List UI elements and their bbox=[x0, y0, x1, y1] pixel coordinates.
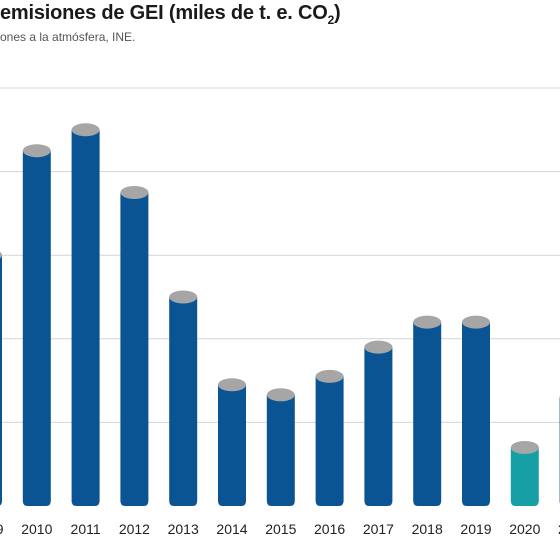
title-subscript: 2 bbox=[327, 13, 335, 27]
x-tick-label-2020: 2020 bbox=[509, 521, 540, 537]
x-tick-label-2021: 2021 bbox=[558, 521, 560, 537]
x-tick-label-2015: 2015 bbox=[265, 521, 296, 537]
bar-cap bbox=[218, 378, 246, 392]
bar-cap bbox=[364, 340, 393, 354]
bar-body bbox=[462, 322, 490, 506]
bar-2012 bbox=[120, 186, 149, 506]
bar-body bbox=[218, 384, 246, 506]
bar-2014 bbox=[218, 378, 246, 506]
bar-body bbox=[169, 297, 198, 506]
bar-cap bbox=[22, 144, 51, 158]
bar-body bbox=[364, 347, 393, 506]
title-close: ) bbox=[334, 2, 341, 24]
bar-2013 bbox=[169, 290, 198, 506]
bar-2016 bbox=[315, 369, 344, 506]
bar-2010 bbox=[22, 144, 51, 506]
x-tick-label-2014: 2014 bbox=[216, 521, 247, 537]
x-tick-label-2009: 2009 bbox=[0, 521, 4, 537]
bar-body bbox=[266, 394, 295, 506]
bars bbox=[0, 123, 560, 507]
bar-2009 bbox=[0, 251, 2, 506]
bar-cap bbox=[510, 440, 539, 454]
x-tick-label-2019: 2019 bbox=[460, 521, 491, 537]
bar-2017 bbox=[364, 340, 393, 506]
bar-2018 bbox=[413, 315, 442, 506]
bar-body bbox=[22, 150, 51, 506]
bar-cap bbox=[462, 315, 490, 329]
bar-cap bbox=[266, 388, 295, 402]
bar-body bbox=[0, 255, 2, 506]
bar-cap bbox=[169, 290, 198, 304]
x-tick-label-2018: 2018 bbox=[412, 521, 443, 537]
x-tick-label-2016: 2016 bbox=[314, 521, 345, 537]
title-main: emisiones de GEI (miles de t. e. CO bbox=[0, 2, 328, 24]
bar-body bbox=[71, 129, 100, 507]
bar-body bbox=[120, 192, 149, 506]
x-axis-labels: 2009 2010 2011 2012 2013 2014 2015 2016 2017 2018… bbox=[0, 521, 560, 537]
bar-cap bbox=[315, 369, 344, 383]
bar-body bbox=[510, 447, 539, 506]
chart-title: emisiones de GEI (miles de t. e. CO2) bbox=[0, 0, 341, 26]
x-tick-label-2013: 2013 bbox=[168, 521, 199, 537]
bar-cap bbox=[413, 315, 442, 329]
bar-body bbox=[315, 376, 344, 506]
bar-cap bbox=[120, 186, 149, 199]
x-tick-label-2011: 2011 bbox=[71, 521, 101, 537]
x-tick-label-2017: 2017 bbox=[363, 521, 394, 537]
bar-2019 bbox=[462, 315, 490, 506]
bar-2011 bbox=[71, 123, 100, 507]
x-tick-label-2010: 2010 bbox=[21, 521, 52, 537]
bar-cap bbox=[0, 251, 2, 259]
bar-2015 bbox=[266, 388, 295, 506]
bar-2020 bbox=[510, 440, 539, 506]
x-tick-label-2012: 2012 bbox=[119, 521, 150, 537]
chart-subtitle: ones a la atmósfera, INE. bbox=[0, 30, 136, 44]
bar-cap bbox=[71, 123, 100, 137]
bar-body bbox=[413, 322, 442, 506]
